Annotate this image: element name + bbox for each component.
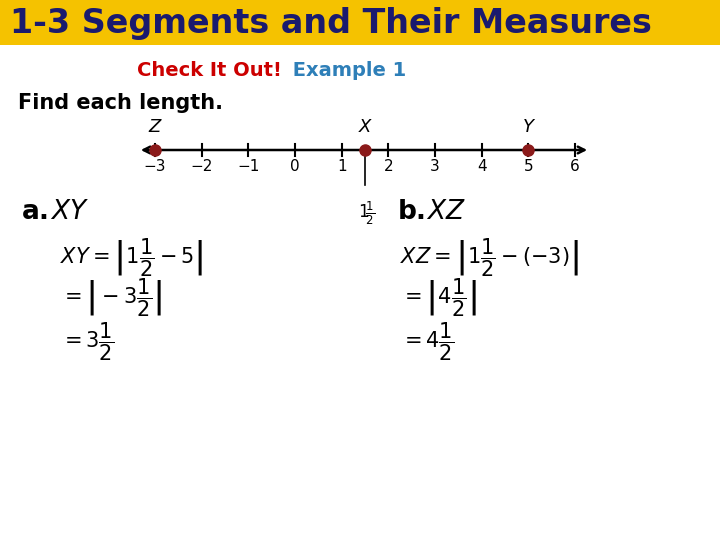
Text: 2: 2 [384, 159, 393, 174]
Text: a.: a. [22, 199, 50, 225]
FancyBboxPatch shape [0, 0, 720, 45]
Text: $XZ = \left|1\dfrac{1}{2} - (-3)\right|$: $XZ = \left|1\dfrac{1}{2} - (-3)\right|$ [400, 237, 579, 279]
Text: $XY = \left|1\dfrac{1}{2} - 5\right|$: $XY = \left|1\dfrac{1}{2} - 5\right|$ [60, 237, 204, 279]
Text: 0: 0 [290, 159, 300, 174]
Text: 3: 3 [430, 159, 440, 174]
Text: 6: 6 [570, 159, 580, 174]
Text: −1: −1 [237, 159, 259, 174]
Text: b.: b. [398, 199, 427, 225]
Text: $= 3\dfrac{1}{2}$: $= 3\dfrac{1}{2}$ [60, 321, 114, 363]
Text: Find each length.: Find each length. [18, 93, 223, 113]
Text: 1-3 Segments and Their Measures: 1-3 Segments and Their Measures [10, 6, 652, 39]
Text: Y: Y [523, 118, 534, 136]
Text: X: X [359, 118, 372, 136]
Text: $= \left|4\dfrac{1}{2}\right|$: $= \left|4\dfrac{1}{2}\right|$ [400, 276, 477, 319]
Text: $= \left|-3\dfrac{1}{2}\right|$: $= \left|-3\dfrac{1}{2}\right|$ [60, 276, 162, 319]
Text: Z: Z [149, 118, 161, 136]
Text: 1: 1 [337, 159, 346, 174]
Text: 5: 5 [523, 159, 533, 174]
Text: Example 1: Example 1 [286, 60, 406, 79]
Text: $XY$: $XY$ [50, 199, 89, 225]
Text: −2: −2 [191, 159, 213, 174]
Text: $1\!\frac{1}{2}$: $1\!\frac{1}{2}$ [359, 200, 376, 227]
Text: $= 4\dfrac{1}{2}$: $= 4\dfrac{1}{2}$ [400, 321, 454, 363]
Text: −3: −3 [144, 159, 166, 174]
Text: Check It Out!: Check It Out! [137, 60, 282, 79]
Text: 4: 4 [477, 159, 487, 174]
Text: $XZ$: $XZ$ [426, 199, 466, 225]
